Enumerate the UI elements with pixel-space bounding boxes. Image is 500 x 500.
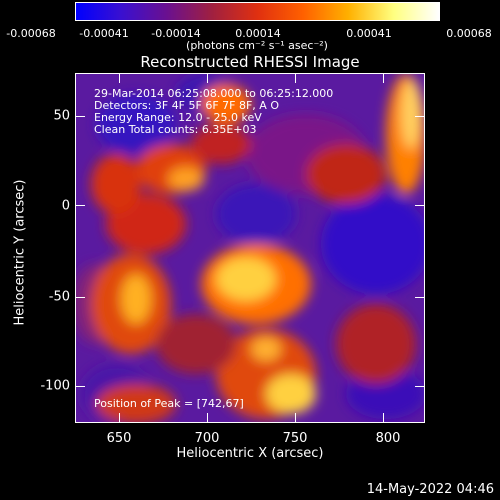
x-tick-label: 700: [194, 431, 220, 446]
colorbar-tick-label: -0.00068: [6, 27, 56, 40]
colorbar: [75, 2, 440, 21]
annotation-energy-range: Energy Range: 12.0 - 25.0 keV: [94, 111, 262, 124]
x-axis-label: Heliocentric X (arcsec): [176, 446, 324, 461]
annotation-detectors: Detectors: 3F 4F 5F 6F 7F 8F, A O: [94, 99, 279, 112]
plot-title: Reconstructed RHESSI Image: [140, 53, 360, 71]
annotation-time-range: 29-Mar-2014 06:25:08.000 to 06:25:12.000: [94, 87, 334, 100]
annotation-clean-counts: Clean Total counts: 6.35E+03: [94, 123, 257, 136]
y-tick-label: -50: [48, 289, 70, 305]
colorbar-tick-label: -0.00041: [79, 27, 129, 40]
annotation-peak-position: Position of Peak = [742,67]: [94, 397, 244, 410]
colorbar-units: (photons cm⁻² s⁻¹ asec⁻²): [186, 39, 328, 52]
colorbar-tick-label: 0.00068: [446, 27, 492, 40]
y-tick-label: 0: [61, 198, 70, 214]
rhessi-image-map: [76, 74, 424, 422]
datestamp: 14-May-2022 04:46: [366, 482, 494, 497]
colorbar-tick-label: -0.00014: [151, 27, 201, 40]
y-tick-label: -100: [40, 378, 70, 394]
y-tick-label: 50: [53, 108, 70, 124]
x-tick-label: 650: [106, 431, 132, 446]
x-tick-label: 800: [375, 431, 401, 446]
image-plot-area: [75, 73, 425, 423]
colorbar-tick-label: 0.00014: [235, 27, 281, 40]
colorbar-tick-label: 0.00041: [346, 27, 392, 40]
y-axis-label: Heliocentric Y (arcsec): [12, 179, 28, 326]
x-tick-label: 750: [282, 431, 308, 446]
